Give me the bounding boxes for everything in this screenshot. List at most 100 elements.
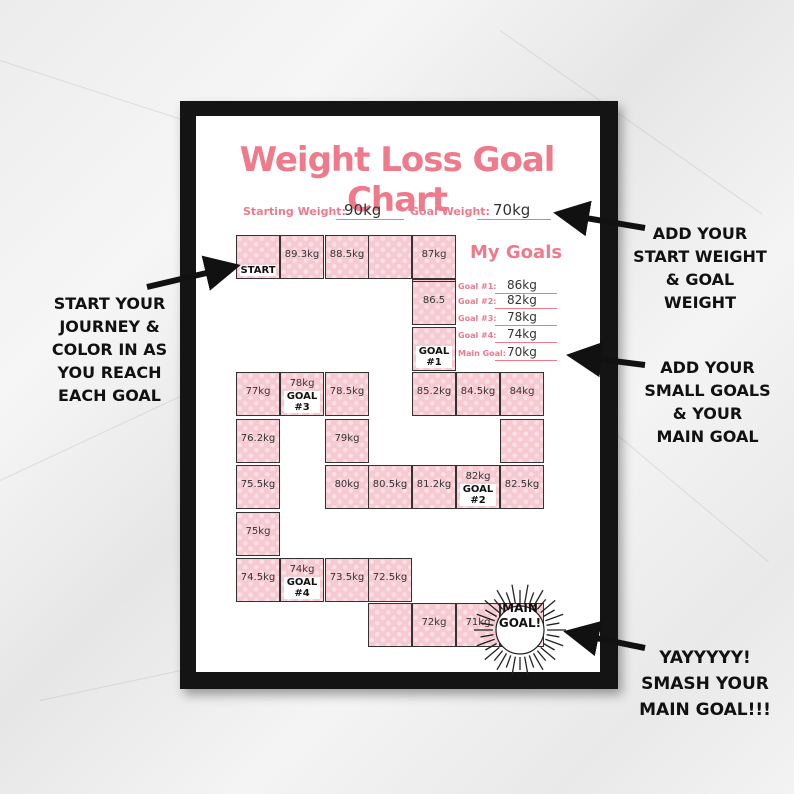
callout-line: SMASH YOUR bbox=[641, 674, 769, 694]
path-cell bbox=[368, 235, 412, 279]
main-goal-line1: MAIN bbox=[502, 601, 538, 615]
callout-smash: YAYYYYY! SMASH YOUR MAIN GOAL!!! bbox=[625, 645, 785, 723]
callout-line: & YOUR bbox=[672, 404, 743, 423]
callout-line: YAYYYYY! bbox=[659, 648, 751, 668]
cell-weight-label: 80kg bbox=[334, 479, 360, 490]
path-cell: 72kg bbox=[412, 603, 456, 647]
path-cell: 81.2kg bbox=[412, 465, 456, 509]
callout-line: ADD YOUR bbox=[652, 224, 748, 243]
goal-value: 74kg bbox=[507, 327, 537, 341]
arrow-start-weight bbox=[553, 200, 646, 237]
cell-weight-label: 81.2kg bbox=[416, 479, 452, 490]
starting-weight-label: Starting Weight: bbox=[243, 205, 346, 218]
cell-weight-label: 88.5kg bbox=[329, 249, 365, 260]
cell-weight-label: 73.5kg bbox=[329, 572, 365, 583]
cell-weight-label: 71kg bbox=[465, 617, 491, 628]
path-cell: 84kg bbox=[500, 372, 544, 416]
cell-weight-label: 84kg bbox=[509, 386, 535, 397]
path-cell: 86.5 bbox=[412, 281, 456, 325]
callout-line: JOURNEY & bbox=[59, 317, 160, 336]
path-cell: 79kg bbox=[325, 419, 369, 463]
cell-goal-tag: GOAL #4 bbox=[284, 577, 320, 599]
goal-value: 86kg bbox=[507, 278, 537, 292]
cell-weight-label: 85.2kg bbox=[416, 386, 452, 397]
arrow-smash bbox=[563, 620, 646, 657]
cell-goal-tag: GOAL #2 bbox=[460, 484, 496, 506]
path-cell: 74kg GOAL #4 bbox=[280, 558, 324, 602]
cell-weight-label: 79kg bbox=[334, 433, 360, 444]
callout-line: COLOR IN AS bbox=[51, 340, 168, 359]
goal-weight-label: Goal Weight: bbox=[410, 205, 490, 218]
callout-start-weight: ADD YOUR START WEIGHT & GOAL WEIGHT bbox=[630, 222, 770, 314]
path-cell: 82kg GOAL #2 bbox=[456, 465, 500, 509]
goal-value: 70kg bbox=[507, 345, 537, 359]
cell-goal-tag: START bbox=[240, 265, 276, 276]
cell-weight-label: 74.5kg bbox=[240, 572, 276, 583]
main-goal-line2: GOAL! bbox=[498, 616, 542, 630]
path-cell: 80kg bbox=[325, 465, 369, 509]
path-cell bbox=[368, 603, 412, 647]
cell-weight-label: 77kg bbox=[245, 386, 271, 397]
path-cell: 72.5kg bbox=[368, 558, 412, 602]
cell-weight-label: 86.5 bbox=[422, 295, 446, 306]
callout-line: MAIN GOAL!!! bbox=[639, 700, 771, 720]
goal-label: Goal #2: bbox=[458, 297, 497, 306]
cell-weight-label: 78kg bbox=[289, 378, 315, 389]
cell-weight-label: 84.5kg bbox=[460, 386, 496, 397]
cell-weight-label: 78.5kg bbox=[329, 386, 365, 397]
path-cell: 89.3kg bbox=[280, 235, 324, 279]
callout-line: MAIN GOAL bbox=[656, 427, 759, 446]
cell-weight-label: 72kg bbox=[421, 617, 447, 628]
path-cell: 88.5kg bbox=[325, 235, 369, 279]
goal-weight-value: 70kg bbox=[493, 201, 531, 219]
main-goal-burst-icon bbox=[474, 584, 566, 676]
goal-label: Goal #3: bbox=[458, 314, 497, 323]
cell-weight-label: 76.2kg bbox=[240, 433, 276, 444]
path-cell: 75.5kg bbox=[236, 465, 280, 509]
callout-small-goals: ADD YOUR SMALL GOALS & YOUR MAIN GOAL bbox=[640, 356, 775, 448]
path-cell: 87kg bbox=[412, 235, 456, 279]
path-cell: 74.5kg bbox=[236, 558, 280, 602]
goal-label: Main Goal: bbox=[458, 349, 506, 358]
cell-weight-label: 74kg bbox=[289, 564, 315, 575]
cell-goal-tag: GOAL #3 bbox=[284, 391, 320, 413]
callout-line: & GOAL WEIGHT bbox=[664, 270, 736, 312]
path-cell: 75kg bbox=[236, 512, 280, 556]
path-cell: 80.5kg bbox=[368, 465, 412, 509]
path-cell bbox=[500, 419, 544, 463]
goal-value: 82kg bbox=[507, 293, 537, 307]
callout-line: START WEIGHT bbox=[633, 247, 767, 266]
arrow-journey bbox=[146, 255, 241, 291]
callout-journey: START YOUR JOURNEY & COLOR IN AS YOU REACH E… bbox=[42, 292, 177, 407]
my-goals-title: My Goals bbox=[470, 242, 563, 263]
cell-weight-label: 72.5kg bbox=[372, 572, 408, 583]
arrow-small-goals bbox=[566, 341, 646, 378]
goal-label: Goal #1: bbox=[458, 282, 497, 291]
path-cell: 84.5kg bbox=[456, 372, 500, 416]
goal-value: 78kg bbox=[507, 310, 537, 324]
cell-weight-label: 89.3kg bbox=[284, 249, 320, 260]
cell-weight-label: 82kg bbox=[465, 471, 491, 482]
callout-line: START YOUR bbox=[53, 294, 166, 313]
path-cell: 76.2kg bbox=[236, 419, 280, 463]
main-goal-target: MAIN GOAL! bbox=[497, 601, 543, 631]
callout-line: YOU REACH bbox=[57, 363, 162, 382]
callout-line: EACH GOAL bbox=[58, 386, 161, 405]
starting-weight-value: 90kg bbox=[344, 201, 382, 219]
cell-weight-label: 75kg bbox=[245, 526, 271, 537]
path-cell: 77kg bbox=[236, 372, 280, 416]
cell-weight-label: 75.5kg bbox=[240, 479, 276, 490]
path-cell: 82.5kg bbox=[500, 465, 544, 509]
path-cell: START bbox=[236, 235, 280, 279]
cell-weight-label: 80.5kg bbox=[372, 479, 408, 490]
path-cell: 78kg GOAL #3 bbox=[280, 372, 324, 416]
cell-weight-label: 82.5kg bbox=[504, 479, 540, 490]
path-cell: 73.5kg bbox=[325, 558, 369, 602]
goal-label: Goal #4: bbox=[458, 331, 497, 340]
poster-title: Weight Loss Goal Chart bbox=[239, 140, 556, 220]
callout-line: SMALL GOALS bbox=[644, 381, 771, 400]
path-cell: 78.5kg bbox=[325, 372, 369, 416]
cell-weight-label: 87kg bbox=[421, 249, 447, 260]
cell-goal-tag: GOAL #1 bbox=[416, 346, 452, 368]
